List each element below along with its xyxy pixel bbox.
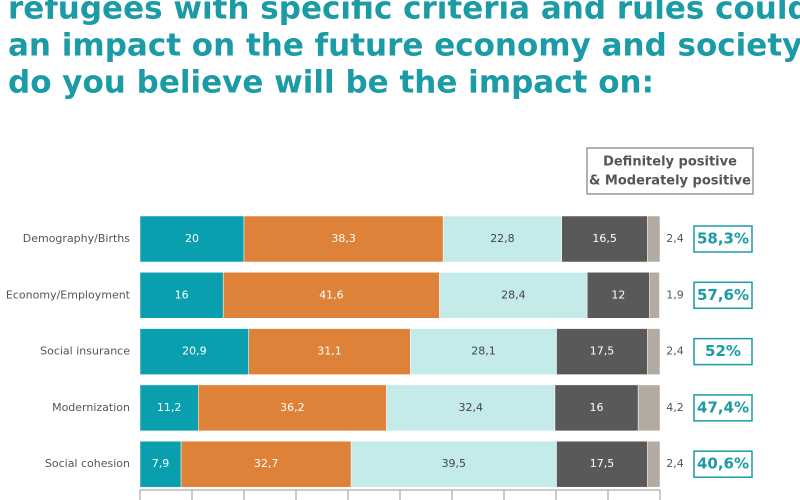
data-label: 12: [611, 288, 625, 301]
total-box: [693, 450, 753, 478]
bar-segment: [248, 328, 411, 375]
bar-segment: [637, 384, 661, 432]
bar-segment: [386, 384, 556, 432]
data-label: 2,4: [666, 345, 684, 358]
total-label: 47,4%: [697, 398, 749, 416]
bar-segment: [139, 384, 199, 432]
y-tick-label: Social insurance: [40, 345, 130, 358]
y-tick-label: Social cohesion: [45, 457, 130, 470]
bar-segment: [561, 215, 648, 263]
bar-segment: [554, 384, 639, 432]
data-label: 2,4: [666, 457, 684, 470]
bar-segment: [556, 440, 648, 488]
data-label: 11,2: [157, 401, 182, 414]
chart-title: an impact on the future economy and soci…: [8, 28, 800, 64]
data-label: 28,1: [471, 345, 496, 358]
bar-segment: [139, 215, 245, 263]
y-tick-label: Demography/Births: [23, 232, 131, 245]
data-label: 17,5: [590, 457, 615, 470]
bar-segment: [649, 272, 660, 319]
totals-header-box: [586, 147, 754, 195]
data-label: 39,5: [442, 457, 467, 470]
data-label: 41,6: [319, 288, 344, 301]
chart-title: do you believe will be the impact on:: [8, 65, 654, 101]
totals-header: Definitely positive: [603, 155, 737, 170]
bar-segment: [439, 272, 588, 319]
bar-segment: [197, 384, 387, 432]
data-label: 1,9: [666, 288, 684, 301]
bar-segment: [647, 328, 661, 375]
total-label: 52%: [705, 342, 741, 360]
bar-segment: [647, 215, 661, 263]
bar-segment: [586, 272, 650, 319]
chart-title: refugees with specific criteria and rule…: [8, 0, 800, 27]
data-label: 17,5: [590, 345, 615, 358]
total-box: [693, 281, 753, 310]
bar-segment: [222, 272, 440, 319]
bar-segment: [139, 440, 182, 488]
total-box: [693, 394, 753, 422]
data-label: 2,4: [666, 232, 684, 245]
bar-segment: [556, 328, 648, 375]
bar-segment: [442, 215, 562, 263]
data-label: 36,2: [280, 401, 305, 414]
data-label: 31,1: [317, 345, 342, 358]
totals-header: & Moderately positive: [589, 174, 751, 189]
y-tick-label: Modernization: [52, 401, 130, 414]
data-label: 22,8: [490, 232, 515, 245]
total-label: 40,6%: [697, 455, 749, 473]
bar-segment: [180, 440, 352, 488]
data-label: 32,7: [254, 457, 279, 470]
bar-segment: [139, 272, 224, 319]
bar-segment: [647, 440, 661, 488]
y-tick-label: Economy/Employment: [6, 288, 131, 301]
total-box: [693, 225, 753, 253]
total-label: 58,3%: [697, 230, 749, 248]
total-box: [693, 337, 753, 366]
data-label: 38,3: [331, 232, 356, 245]
data-label: 32,4: [458, 401, 483, 414]
data-label: 7,9: [152, 457, 170, 470]
bar-segment: [243, 215, 444, 263]
bar-segment: [139, 328, 249, 375]
data-label: 16,5: [592, 232, 617, 245]
data-label: 16: [175, 288, 189, 301]
data-label: 28,4: [501, 288, 526, 301]
total-label: 57,6%: [697, 286, 749, 304]
data-label: 4,2: [666, 401, 684, 414]
data-label: 16: [590, 401, 604, 414]
bar-segment: [410, 328, 557, 375]
data-label: 20,9: [182, 345, 207, 358]
data-label: 20: [185, 232, 199, 245]
